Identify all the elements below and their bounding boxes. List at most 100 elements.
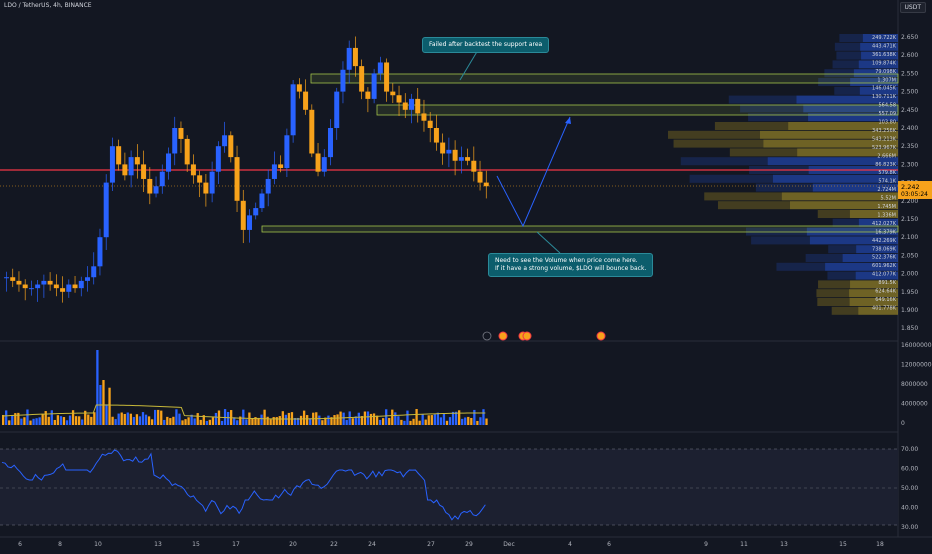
volume-bar bbox=[333, 415, 336, 425]
vp-bar bbox=[763, 139, 898, 148]
candle-body bbox=[259, 193, 265, 209]
vp-bar bbox=[817, 210, 850, 218]
volume-bar bbox=[166, 416, 169, 425]
time-tick: 24 bbox=[368, 541, 376, 548]
price-tick: 2.650 bbox=[901, 34, 918, 41]
candle-body bbox=[116, 146, 122, 165]
time-axis[interactable]: 6 8 10 13 15 17 20 22 24 27 29 Dec 4 6 9 11 13 15 18 bbox=[18, 541, 884, 548]
backtest-zone[interactable] bbox=[376, 104, 899, 116]
vp-bar bbox=[860, 42, 898, 51]
candle-body bbox=[365, 91, 371, 99]
candle-body bbox=[215, 146, 221, 172]
note-top-text: Failed after backtest the support area bbox=[429, 41, 543, 48]
volume-bar bbox=[254, 417, 257, 425]
time-tick: 13 bbox=[154, 541, 162, 548]
vp-bar bbox=[850, 78, 898, 86]
projection-arrow[interactable] bbox=[496, 116, 571, 228]
volume-bar bbox=[214, 412, 218, 425]
candle-body bbox=[247, 215, 252, 230]
volume-bar bbox=[336, 414, 339, 425]
vp-label: 146.045K bbox=[872, 86, 897, 92]
volume-bar bbox=[35, 418, 38, 425]
price-tick: 2.450 bbox=[901, 107, 918, 114]
volume-bar bbox=[26, 409, 29, 425]
volume-bar bbox=[84, 410, 87, 425]
flash-icon[interactable] bbox=[482, 331, 492, 341]
volume-bar bbox=[245, 419, 248, 425]
vp-bar bbox=[827, 271, 856, 280]
volume-bar bbox=[424, 419, 427, 425]
volume-bar bbox=[299, 415, 303, 425]
vp-bar bbox=[803, 104, 898, 113]
candle-body bbox=[396, 95, 402, 103]
price-tick: 2.050 bbox=[901, 252, 918, 259]
price-tick: 2.350 bbox=[901, 143, 918, 150]
vp-bar bbox=[816, 289, 850, 298]
volume-bar bbox=[154, 409, 157, 425]
candle-body bbox=[352, 47, 358, 67]
volume-bar bbox=[418, 420, 421, 425]
volume-bar bbox=[321, 420, 324, 425]
volume-axis[interactable]: 16000000 12000000 8000000 4000000 0 bbox=[901, 342, 932, 427]
resistance-zone[interactable] bbox=[310, 73, 899, 84]
rsi-tick: 40.00 bbox=[901, 505, 918, 512]
current-price-label: 2.242 bbox=[901, 183, 920, 191]
volume-bar bbox=[391, 409, 394, 425]
volume-bar bbox=[32, 418, 35, 425]
rsi-tick: 50.00 bbox=[901, 485, 918, 492]
price-tick: 1.950 bbox=[901, 289, 918, 296]
volume-bar bbox=[123, 413, 126, 425]
volume-bar bbox=[351, 418, 354, 425]
rsi-axis[interactable]: 70.00 60.00 50.00 40.00 30.00 bbox=[901, 446, 918, 531]
candle-body bbox=[315, 153, 321, 172]
vp-label: 412.027K bbox=[872, 221, 897, 227]
vp-bar bbox=[817, 298, 850, 306]
volume-bar bbox=[114, 419, 117, 425]
volume-bar bbox=[412, 418, 415, 425]
time-tick: 8 bbox=[58, 541, 62, 548]
volume-bar bbox=[68, 415, 72, 425]
price-tick: 2.200 bbox=[901, 198, 918, 205]
vp-bar bbox=[849, 289, 898, 298]
rsi-line bbox=[1, 449, 486, 521]
candle-body bbox=[427, 120, 433, 128]
candle-body bbox=[446, 149, 452, 154]
volume-bar bbox=[169, 418, 172, 425]
candle-body bbox=[303, 91, 309, 110]
note-top[interactable]: Failed after backtest the support area bbox=[422, 37, 550, 53]
note-bottom[interactable]: Need to see the Volume when price come h… bbox=[488, 253, 654, 277]
event-markers[interactable] bbox=[482, 331, 606, 341]
currency-button[interactable]: USDT bbox=[899, 2, 926, 13]
vp-bar bbox=[836, 51, 862, 60]
candle-body bbox=[477, 171, 483, 183]
support-zone[interactable] bbox=[261, 225, 899, 233]
volume-bar bbox=[454, 411, 458, 425]
rsi-tick: 70.00 bbox=[901, 446, 918, 453]
candle-body bbox=[159, 171, 165, 187]
volume-bar bbox=[242, 409, 245, 425]
volume-bar bbox=[71, 410, 75, 425]
volume-bar bbox=[135, 414, 139, 425]
note-pointer bbox=[536, 231, 561, 254]
volume-bar bbox=[47, 416, 50, 425]
candle-body bbox=[209, 171, 215, 194]
support-zones[interactable] bbox=[261, 73, 899, 233]
volume-bar bbox=[172, 416, 175, 425]
volume-bar bbox=[406, 410, 409, 425]
volume-bar bbox=[369, 413, 373, 425]
flag-icon[interactable] bbox=[596, 331, 606, 341]
flag-icon[interactable] bbox=[498, 331, 508, 341]
volume-bar bbox=[266, 416, 269, 425]
volume-bar bbox=[382, 418, 385, 425]
flag-icon[interactable] bbox=[522, 331, 532, 341]
volume-bar bbox=[324, 417, 327, 425]
time-tick: 22 bbox=[330, 541, 338, 548]
candle-body bbox=[134, 157, 140, 165]
vp-bar bbox=[842, 254, 898, 262]
arrow-head-icon bbox=[565, 117, 571, 124]
vp-label: 2.666M bbox=[877, 153, 896, 159]
candle-body bbox=[91, 266, 97, 278]
rsi-tick: 30.00 bbox=[901, 524, 918, 531]
